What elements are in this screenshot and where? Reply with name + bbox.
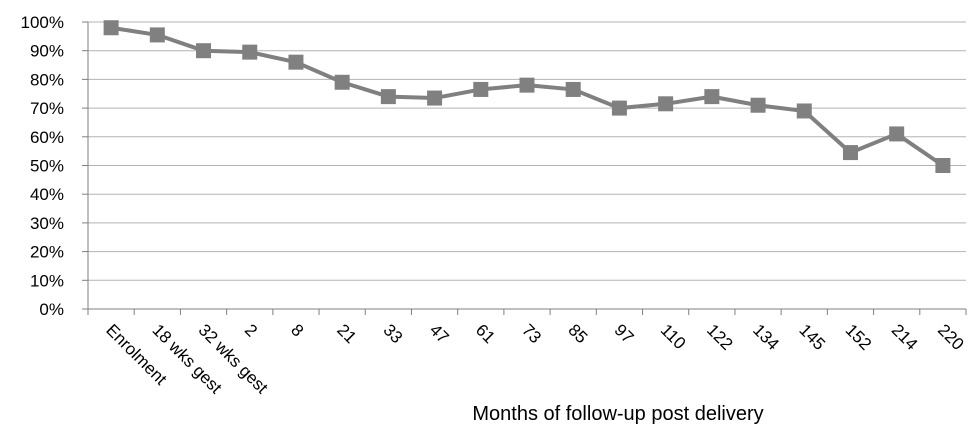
x-tick-label: 134 [749,320,782,353]
y-tick-labels: 0% 10% 20% 30% 40% 50% 60% 70% 80% 90% 100% [21,13,64,319]
y-tick-label: 60% [30,128,64,147]
y-tick-label: 80% [30,70,64,89]
data-point [149,27,165,43]
x-tick-label: 33 [380,320,407,347]
data-point [935,158,951,173]
data-series [103,20,951,173]
y-tick-label: 100% [21,13,64,32]
x-tick-label: 214 [888,320,921,353]
data-point [334,74,350,90]
data-point [288,54,304,70]
data-point [704,89,720,105]
data-point [242,44,258,60]
x-tick-label: 73 [518,320,545,347]
x-tick-label: 61 [472,320,499,347]
y-tick-label: 90% [30,42,64,61]
series-line [110,25,945,168]
x-tick-label: 145 [795,320,828,353]
x-tick-label: 152 [842,320,875,353]
x-tick-label: 21 [333,320,360,347]
x-tick-label: 2 [241,320,261,340]
data-point [473,81,489,97]
y-tick-label: 30% [30,214,64,233]
x-axis-title: Months of follow-up post delivery [472,403,763,425]
y-tick-label: 10% [30,271,64,290]
data-point [796,103,812,119]
data-point [427,90,443,106]
y-tick-label: 0% [39,300,64,319]
x-tick-label: 110 [657,320,690,353]
axes [82,21,967,315]
x-tick-label: 220 [934,320,967,353]
data-point [842,145,858,161]
data-point [565,81,581,97]
data-point [658,96,674,112]
data-point [380,89,396,105]
gridlines [88,21,966,281]
y-tick-label: 50% [30,157,64,176]
y-tick-label: 70% [30,99,64,118]
x-tick-label: 8 [287,320,307,340]
data-point [519,77,535,93]
data-point [103,20,119,36]
data-point [889,126,905,142]
y-tick-label: 40% [30,185,64,204]
x-tick-label: 122 [703,320,736,353]
x-tick-label: 97 [611,320,638,347]
data-point [611,100,627,116]
y-tick-label: 20% [30,243,64,262]
x-tick-label: 47 [426,320,453,347]
x-tick-label: 85 [564,320,591,347]
data-point [196,43,212,59]
data-point [750,97,766,113]
